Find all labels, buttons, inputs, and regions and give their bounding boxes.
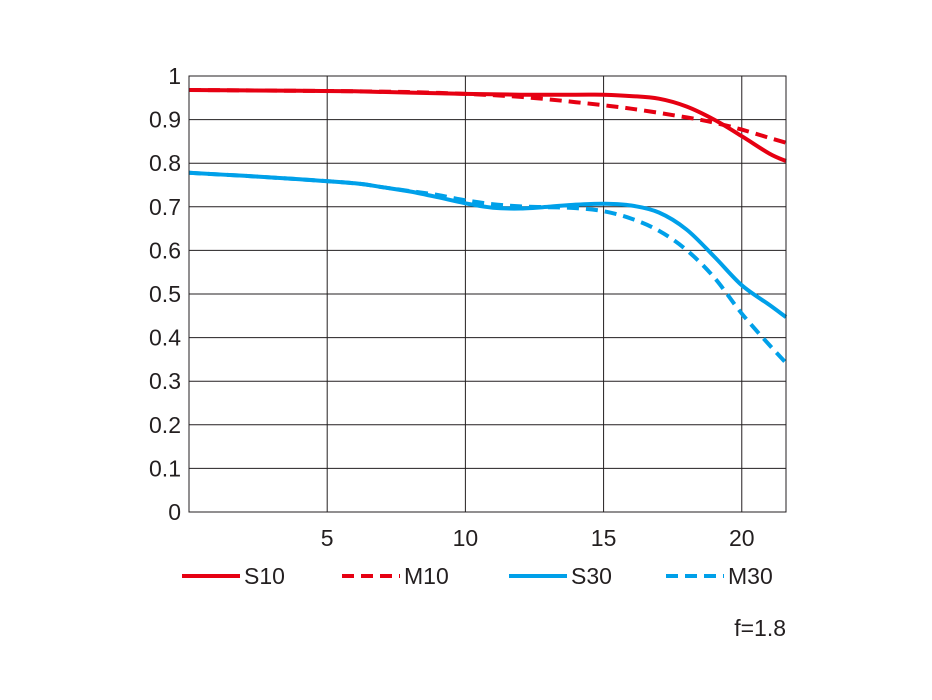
aperture-annotation: f=1.8 xyxy=(734,615,786,641)
legend: S10 M10 S30 M30 xyxy=(182,563,773,589)
grid xyxy=(189,75,786,513)
x-tick-label: 15 xyxy=(591,525,617,551)
y-tick-label: 0.6 xyxy=(149,237,181,263)
x-tick-label: 20 xyxy=(729,525,755,551)
y-tick-label: 0.2 xyxy=(149,412,181,438)
y-tick-label: 0.1 xyxy=(149,455,181,481)
series-line-s30 xyxy=(188,170,788,319)
x-tick-label: 10 xyxy=(453,525,479,551)
y-tick-label: 0.5 xyxy=(149,281,181,307)
y-tick-label: 0.8 xyxy=(149,150,181,176)
series-line-m30 xyxy=(188,170,788,365)
legend-label-m10: M10 xyxy=(404,563,449,589)
x-tick-label: 5 xyxy=(321,525,334,551)
series-line-m10 xyxy=(188,88,787,145)
y-tick-label: 0.3 xyxy=(149,368,181,394)
series-line-s10 xyxy=(188,88,787,163)
y-tick-label: 0.7 xyxy=(149,194,181,220)
y-tick-label: 1 xyxy=(168,63,181,89)
legend-label-s10: S10 xyxy=(244,563,285,589)
legend-label-s30: S30 xyxy=(571,563,612,589)
legend-label-m30: M30 xyxy=(728,563,773,589)
series-lines xyxy=(188,88,788,365)
x-axis-ticks: 5 10 15 20 xyxy=(321,525,755,551)
plot-frame xyxy=(188,75,787,513)
y-axis-ticks: 0 0.1 0.2 0.3 0.4 0.5 0.6 0.7 0.8 0.9 1 xyxy=(149,63,181,525)
y-tick-label: 0.4 xyxy=(149,325,181,351)
y-tick-label: 0 xyxy=(168,499,181,525)
y-tick-label: 0.9 xyxy=(149,107,181,133)
